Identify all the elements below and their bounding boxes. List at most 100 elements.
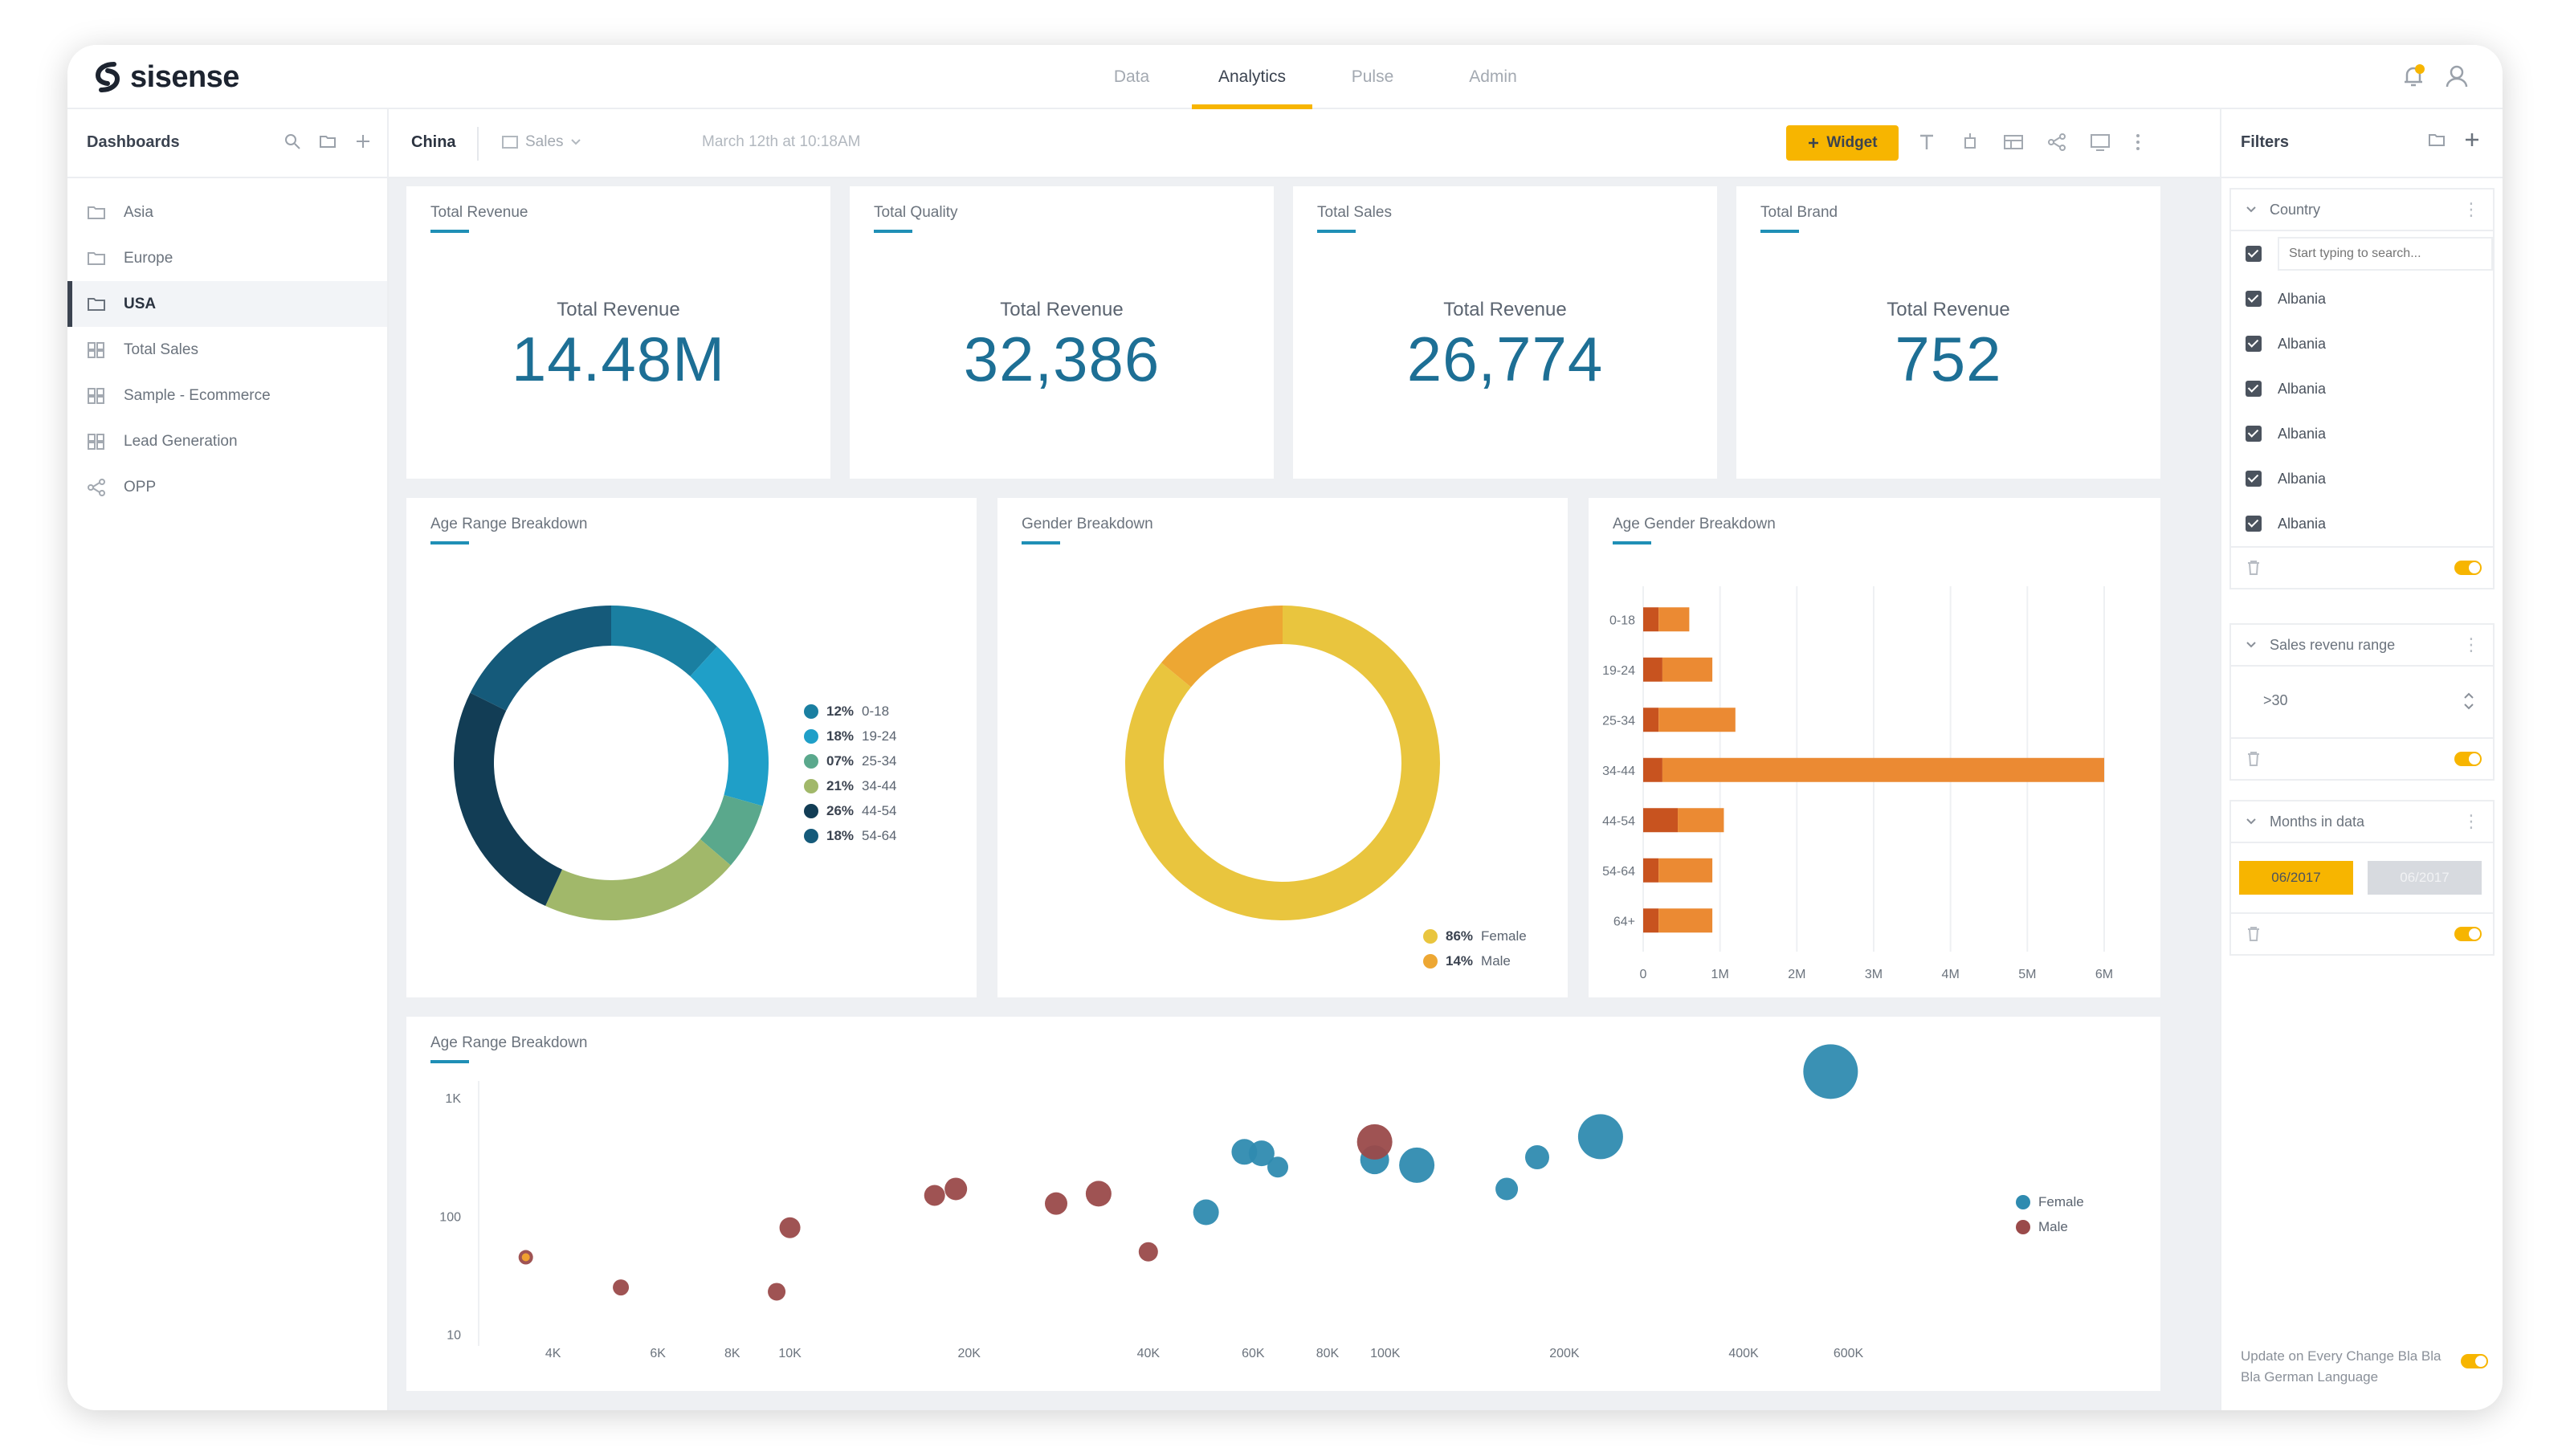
nav-tab-data[interactable]: Data bbox=[1113, 67, 1150, 86]
scatter-point-male-8[interactable] bbox=[1138, 1242, 1158, 1262]
kpi-card-total-revenue[interactable]: Total Revenue Total Revenue 14.48M bbox=[406, 186, 830, 479]
donut-slice-19-24[interactable] bbox=[690, 646, 769, 806]
scatter-point-female-6[interactable] bbox=[1495, 1177, 1519, 1201]
sidebar-item-total-sales[interactable]: Total Sales bbox=[67, 327, 387, 373]
kpi-card-total-quality[interactable]: Total Quality Total Revenue 32,386 bbox=[850, 186, 1274, 479]
trash-icon[interactable] bbox=[2246, 925, 2262, 943]
age-range-donut-widget[interactable]: Age Range Breakdown 12% 0-18 18% 19-24 07%… bbox=[406, 498, 977, 997]
scatter-point-female-9[interactable] bbox=[1803, 1044, 1858, 1099]
bar-male-34-44[interactable] bbox=[1643, 757, 1662, 782]
month-to-button[interactable]: 06/2017 bbox=[2368, 861, 2482, 895]
scatter-point-female-0[interactable] bbox=[1193, 1199, 1219, 1226]
bar-female-54-64[interactable] bbox=[1658, 858, 1713, 883]
scatter-point-male-6[interactable] bbox=[1045, 1192, 1068, 1215]
donut-slice-25-34[interactable] bbox=[700, 794, 763, 866]
trash-icon[interactable] bbox=[2246, 750, 2262, 768]
sidebar-item-asia[interactable]: Asia bbox=[67, 190, 387, 235]
scatter-point-male-3[interactable] bbox=[779, 1217, 801, 1238]
nav-tab-analytics[interactable]: Analytics bbox=[1192, 45, 1312, 109]
scatter-point-male-7[interactable] bbox=[1085, 1181, 1112, 1207]
filter-header[interactable]: Country ⋮ bbox=[2231, 190, 2493, 231]
month-from-button[interactable]: 06/2017 bbox=[2239, 861, 2353, 895]
donut-slice-44-54[interactable] bbox=[454, 692, 562, 907]
filter-toggle[interactable] bbox=[2454, 561, 2482, 575]
scatter-point-male-5[interactable] bbox=[944, 1177, 968, 1201]
stepper-icon[interactable] bbox=[2462, 691, 2475, 712]
filter-header[interactable]: Months in data ⋮ bbox=[2231, 801, 2493, 843]
donut-slice-0-18[interactable] bbox=[611, 606, 718, 677]
country-option[interactable]: Albania bbox=[2231, 276, 2493, 321]
donut-slice-54-64[interactable] bbox=[470, 606, 611, 711]
age-gender-bar-widget[interactable]: Age Gender Breakdown 0 1M 2M 3M 4M 5M 6M 0-18 19… bbox=[1589, 498, 2160, 997]
brand-logo[interactable]: sisense bbox=[92, 56, 239, 98]
country-option[interactable]: Albania bbox=[2231, 456, 2493, 501]
kebab-menu-icon[interactable]: ⋮ bbox=[2462, 199, 2480, 219]
scatter-point-female-8[interactable] bbox=[1577, 1114, 1623, 1160]
add-widget-button[interactable]: Widget bbox=[1786, 125, 1899, 161]
scatter-point-male-4[interactable] bbox=[924, 1185, 945, 1206]
checkbox[interactable] bbox=[2246, 336, 2262, 352]
country-option[interactable]: Albania bbox=[2231, 321, 2493, 366]
update-on-change-toggle[interactable] bbox=[2461, 1354, 2488, 1368]
bar-female-19-24[interactable] bbox=[1662, 657, 1713, 682]
kebab-menu-icon[interactable]: ⋮ bbox=[2462, 634, 2480, 655]
select-all-checkbox[interactable] bbox=[2246, 246, 2262, 262]
checkbox[interactable] bbox=[2246, 471, 2262, 487]
text-icon[interactable] bbox=[1915, 130, 1939, 154]
add-icon[interactable] bbox=[353, 132, 373, 151]
nav-tab-admin[interactable]: Admin bbox=[1469, 67, 1517, 86]
search-icon[interactable] bbox=[283, 132, 302, 151]
sidebar-item-opp[interactable]: OPP bbox=[67, 464, 387, 510]
checkbox[interactable] bbox=[2246, 516, 2262, 532]
country-search-input[interactable] bbox=[2278, 237, 2493, 271]
more-options-icon[interactable] bbox=[2131, 130, 2144, 154]
nav-tab-pulse[interactable]: Pulse bbox=[1351, 67, 1394, 86]
user-profile-icon[interactable] bbox=[2443, 63, 2470, 90]
bar-male-25-34[interactable] bbox=[1643, 708, 1659, 732]
scatter-point-male-9[interactable] bbox=[1356, 1124, 1393, 1160]
filter-header[interactable]: Sales revenu range ⋮ bbox=[2231, 625, 2493, 667]
pin-icon[interactable] bbox=[1958, 130, 1982, 154]
share-icon[interactable] bbox=[2045, 130, 2069, 154]
age-range-scatter-widget[interactable]: Age Range Breakdown 10 100 1K 4K 6K 8K 10K 20K 4… bbox=[406, 1017, 2160, 1391]
checkbox[interactable] bbox=[2246, 291, 2262, 307]
bar-female-44-54[interactable] bbox=[1678, 808, 1724, 833]
checkbox[interactable] bbox=[2246, 381, 2262, 397]
scatter-point-female-3[interactable] bbox=[1267, 1156, 1289, 1178]
gender-donut-widget[interactable]: Gender Breakdown 86% Female 14% Male bbox=[997, 498, 1568, 997]
sidebar-item-europe[interactable]: Europe bbox=[67, 235, 387, 281]
range-value-row[interactable]: >30 bbox=[2231, 667, 2493, 737]
donut-slice-34-44[interactable] bbox=[545, 838, 731, 920]
trash-icon[interactable] bbox=[2246, 559, 2262, 577]
bar-male-0-18[interactable] bbox=[1643, 607, 1659, 632]
layout-icon[interactable] bbox=[2001, 130, 2025, 154]
notification-bell-icon[interactable] bbox=[2400, 63, 2427, 90]
kpi-card-total-brand[interactable]: Total Brand Total Revenue 752 bbox=[1736, 186, 2160, 479]
country-option[interactable]: Albania bbox=[2231, 411, 2493, 456]
checkbox[interactable] bbox=[2246, 426, 2262, 442]
filter-folder-icon[interactable] bbox=[2427, 130, 2446, 149]
sidebar-item-lead-generation[interactable]: Lead Generation bbox=[67, 418, 387, 464]
new-folder-icon[interactable] bbox=[318, 132, 337, 151]
scatter-point-female-5[interactable] bbox=[1399, 1147, 1435, 1183]
bar-female-64+[interactable] bbox=[1658, 908, 1713, 933]
kebab-menu-icon[interactable]: ⋮ bbox=[2462, 811, 2480, 831]
bar-female-25-34[interactable] bbox=[1658, 708, 1736, 732]
donut-slice-male[interactable] bbox=[1161, 606, 1283, 687]
kpi-card-total-sales[interactable]: Total Sales Total Revenue 26,774 bbox=[1293, 186, 1717, 479]
bar-female-34-44[interactable] bbox=[1662, 757, 2104, 782]
scatter-point-female-2[interactable] bbox=[1248, 1140, 1275, 1167]
scatter-point-male-2[interactable] bbox=[768, 1283, 786, 1301]
scatter-point-female-7[interactable] bbox=[1524, 1145, 1549, 1170]
monitor-icon[interactable] bbox=[2088, 130, 2112, 154]
add-filter-icon[interactable] bbox=[2462, 130, 2482, 149]
bar-male-54-64[interactable] bbox=[1643, 858, 1659, 883]
sidebar-item-sample-ecommerce[interactable]: Sample - Ecommerce bbox=[67, 373, 387, 418]
filter-toggle[interactable] bbox=[2454, 927, 2482, 941]
bar-female-0-18[interactable] bbox=[1658, 607, 1690, 632]
datasource-dropdown[interactable]: Sales bbox=[501, 133, 581, 151]
bar-male-19-24[interactable] bbox=[1643, 657, 1662, 682]
filter-toggle[interactable] bbox=[2454, 752, 2482, 766]
bar-male-64+[interactable] bbox=[1643, 908, 1659, 933]
scatter-point-male-1[interactable] bbox=[613, 1279, 630, 1296]
